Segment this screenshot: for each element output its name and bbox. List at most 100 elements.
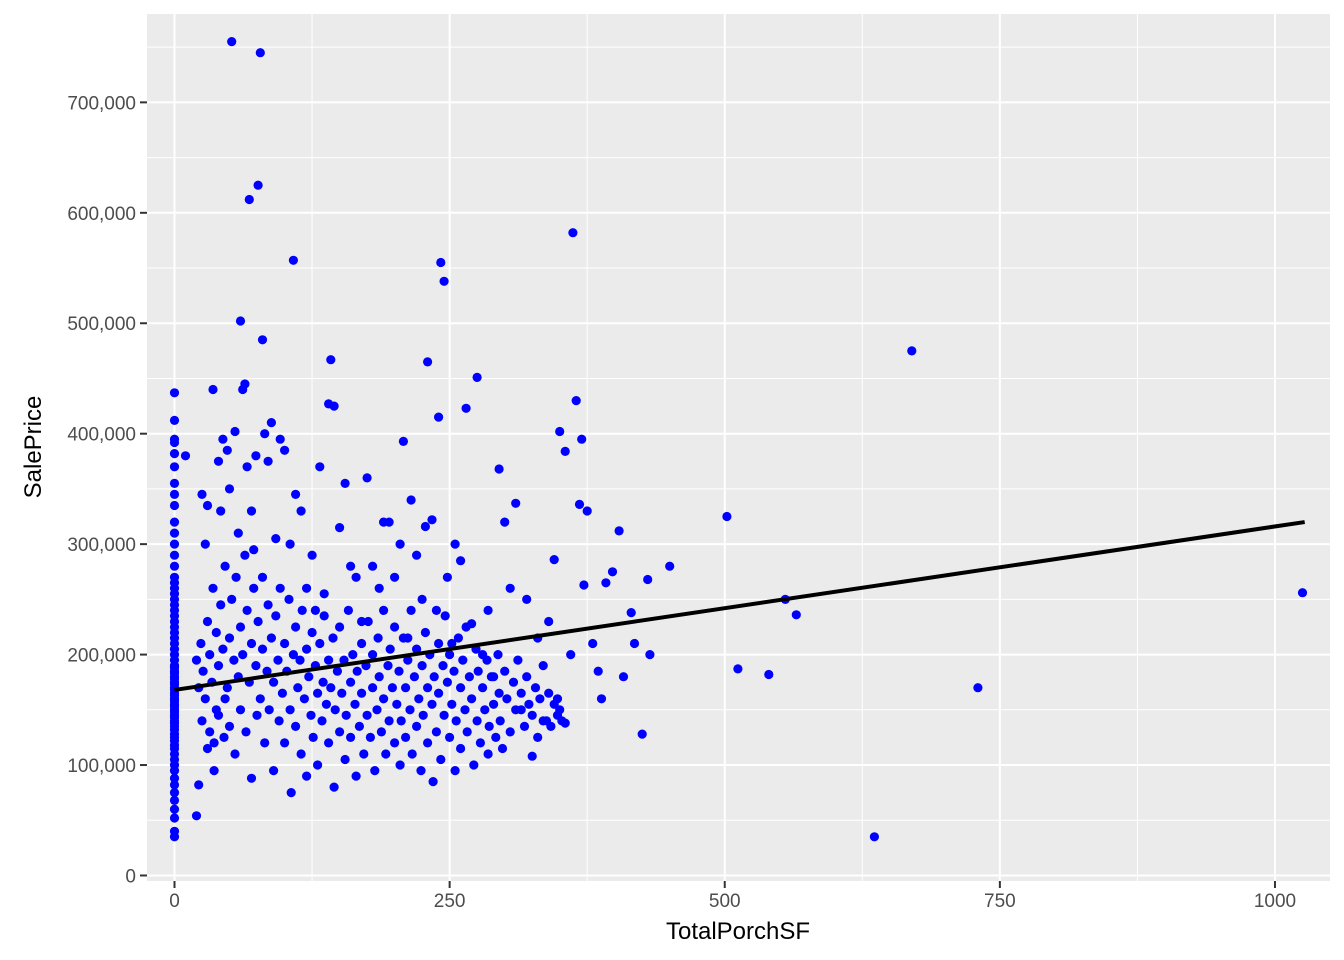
data-point-206 — [208, 583, 218, 593]
data-point-147 — [461, 403, 471, 413]
data-point-130 — [395, 539, 405, 549]
data-point-273 — [313, 760, 323, 770]
data-point-386 — [495, 716, 505, 726]
data-point-282 — [328, 633, 338, 643]
data-point-171 — [577, 434, 587, 444]
data-point-363 — [456, 683, 466, 693]
data-point-111 — [302, 583, 312, 593]
data-point-270 — [308, 732, 318, 743]
data-point-313 — [376, 727, 386, 737]
data-point-168 — [568, 228, 578, 238]
grid-minor — [147, 14, 1330, 881]
data-point-207 — [209, 766, 219, 776]
data-point-4 — [169, 795, 180, 806]
data-point-265 — [302, 644, 312, 654]
data-point-211 — [216, 600, 226, 610]
data-point-162 — [544, 616, 554, 627]
data-point-107 — [285, 539, 295, 549]
data-point-146 — [456, 556, 466, 566]
data-point-347 — [429, 672, 439, 682]
y-tick-label-5: 500,000 — [67, 314, 136, 335]
data-point-88 — [230, 426, 240, 437]
data-point-274 — [315, 638, 325, 649]
data-point-338 — [416, 766, 426, 776]
data-point-184 — [643, 574, 653, 585]
data-point-262 — [296, 749, 306, 759]
data-point-59 — [169, 539, 180, 549]
data-point-194 — [973, 683, 983, 693]
data-point-77 — [205, 727, 215, 737]
data-point-337 — [414, 694, 424, 704]
data-point-278 — [321, 699, 331, 709]
data-point-191 — [791, 610, 801, 620]
data-point-118 — [329, 401, 339, 411]
data-point-170 — [574, 499, 585, 509]
data-point-201 — [200, 694, 210, 704]
data-point-235 — [253, 616, 263, 627]
data-point-121 — [346, 561, 356, 571]
data-point-250 — [277, 688, 287, 698]
data-point-295 — [348, 650, 358, 660]
data-point-122 — [351, 572, 361, 582]
data-point-110 — [296, 506, 306, 516]
data-point-212 — [218, 644, 228, 654]
data-point-345 — [427, 699, 437, 709]
data-point-390 — [505, 727, 515, 737]
data-point-245 — [269, 766, 279, 776]
data-point-180 — [618, 672, 629, 682]
data-point-408 — [555, 705, 565, 715]
data-point-260 — [293, 683, 303, 693]
data-point-302 — [359, 749, 369, 759]
data-point-399 — [530, 683, 541, 693]
data-point-288 — [337, 688, 347, 698]
data-point-351 — [436, 754, 446, 765]
data-point-342 — [423, 683, 433, 693]
data-point-373 — [472, 716, 482, 726]
data-point-290 — [340, 754, 350, 765]
data-point-356 — [445, 732, 455, 743]
data-point-123 — [357, 616, 367, 627]
data-point-179 — [614, 526, 624, 536]
data-point-3 — [169, 804, 180, 814]
data-point-368 — [462, 727, 472, 737]
data-point-401 — [535, 694, 545, 704]
data-point-78 — [208, 384, 218, 395]
data-point-203 — [202, 743, 213, 754]
data-point-93 — [242, 462, 252, 472]
data-point-144 — [447, 638, 457, 649]
data-point-362 — [453, 633, 463, 643]
data-point-326 — [396, 716, 406, 726]
data-point-103 — [266, 418, 276, 428]
data-point-177 — [601, 578, 611, 588]
data-point-187 — [722, 511, 732, 522]
data-point-336 — [412, 644, 422, 654]
data-point-109 — [291, 489, 301, 499]
data-point-140 — [434, 412, 444, 422]
data-point-71 — [180, 451, 191, 461]
data-point-112 — [307, 550, 317, 560]
data-point-224 — [235, 705, 246, 715]
data-point-334 — [409, 672, 419, 682]
data-point-159 — [527, 751, 537, 761]
data-point-304 — [362, 710, 372, 720]
data-point-163 — [549, 555, 559, 565]
data-point-328 — [401, 683, 411, 693]
data-point-134 — [412, 550, 422, 560]
data-point-349 — [434, 638, 444, 649]
data-point-90 — [235, 316, 246, 326]
data-point-143 — [442, 572, 452, 582]
data-point-297 — [351, 771, 361, 781]
data-point-404 — [544, 688, 554, 698]
data-point-70 — [169, 388, 180, 398]
data-point-379 — [483, 749, 493, 759]
data-point-249 — [275, 583, 285, 593]
data-point-101 — [260, 429, 270, 439]
data-point-248 — [274, 716, 284, 726]
data-point-306 — [365, 732, 375, 743]
data-point-195 — [1297, 588, 1308, 598]
data-point-115 — [319, 589, 329, 599]
data-point-258 — [291, 622, 301, 632]
data-point-100 — [257, 335, 268, 345]
data-point-62 — [169, 500, 180, 511]
data-point-81 — [213, 456, 224, 466]
